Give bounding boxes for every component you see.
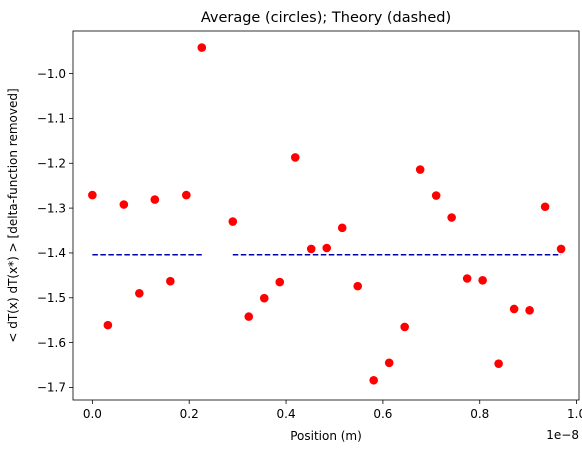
y-axis: −1.7 −1.6 −1.5 −1.4 −1.3 −1.2 −1.1 −1.0 (37, 67, 73, 395)
data-point (103, 320, 113, 330)
x-tick-label: 0.0 (83, 407, 102, 421)
x-axis-label: Position (m) (290, 429, 362, 443)
data-point (259, 293, 269, 303)
data-point (478, 275, 487, 285)
data-point (322, 243, 332, 253)
chart-marks (88, 43, 566, 385)
x-tick-label: 0.8 (470, 407, 489, 421)
data-point (275, 277, 285, 287)
x-tick-label: 1.0 (567, 407, 582, 421)
data-point (384, 358, 394, 368)
x-tick-label: 0.2 (180, 407, 199, 421)
data-point (525, 306, 534, 315)
y-tick-label: −1.6 (37, 336, 66, 350)
data-point (447, 213, 456, 222)
x-axis: 0.0 0.2 0.4 0.6 0.8 1.0 (83, 400, 582, 421)
chart-title: Average (circles); Theory (dashed) (201, 10, 451, 26)
data-point (150, 195, 160, 204)
x-tick-label: 0.4 (277, 407, 296, 421)
data-point (462, 274, 472, 283)
y-tick-label: −1.0 (37, 67, 66, 81)
data-point (337, 223, 347, 233)
x-axis-offset-label: 1e−8 (546, 428, 579, 442)
data-point (228, 217, 238, 226)
y-tick-label: −1.2 (37, 157, 66, 171)
data-point (197, 43, 207, 52)
x-tick-label: 0.6 (373, 407, 392, 421)
data-point (431, 191, 441, 200)
y-tick-label: −1.3 (37, 201, 66, 215)
data-point (415, 165, 425, 174)
y-axis-label: < dT(x) dT(x*) > [delta-function removed… (6, 88, 20, 342)
data-point (353, 281, 363, 291)
data-point (135, 288, 144, 298)
data-point (182, 190, 191, 200)
y-tick-label: −1.7 (37, 381, 66, 395)
data-point (540, 202, 550, 212)
data-point (244, 312, 254, 321)
data-point (119, 200, 129, 209)
data-point (166, 276, 175, 286)
data-point (88, 190, 97, 200)
plot-area (73, 31, 579, 400)
data-point (369, 375, 378, 385)
data-point (556, 244, 566, 254)
y-tick-label: −1.5 (37, 291, 66, 305)
data-point (494, 359, 503, 368)
plot-frame (72, 30, 580, 401)
data-point (400, 322, 409, 332)
data-point (509, 304, 519, 314)
data-point (306, 244, 316, 254)
y-tick-label: −1.1 (37, 112, 66, 126)
y-tick-label: −1.4 (37, 246, 66, 260)
data-point (290, 153, 300, 162)
